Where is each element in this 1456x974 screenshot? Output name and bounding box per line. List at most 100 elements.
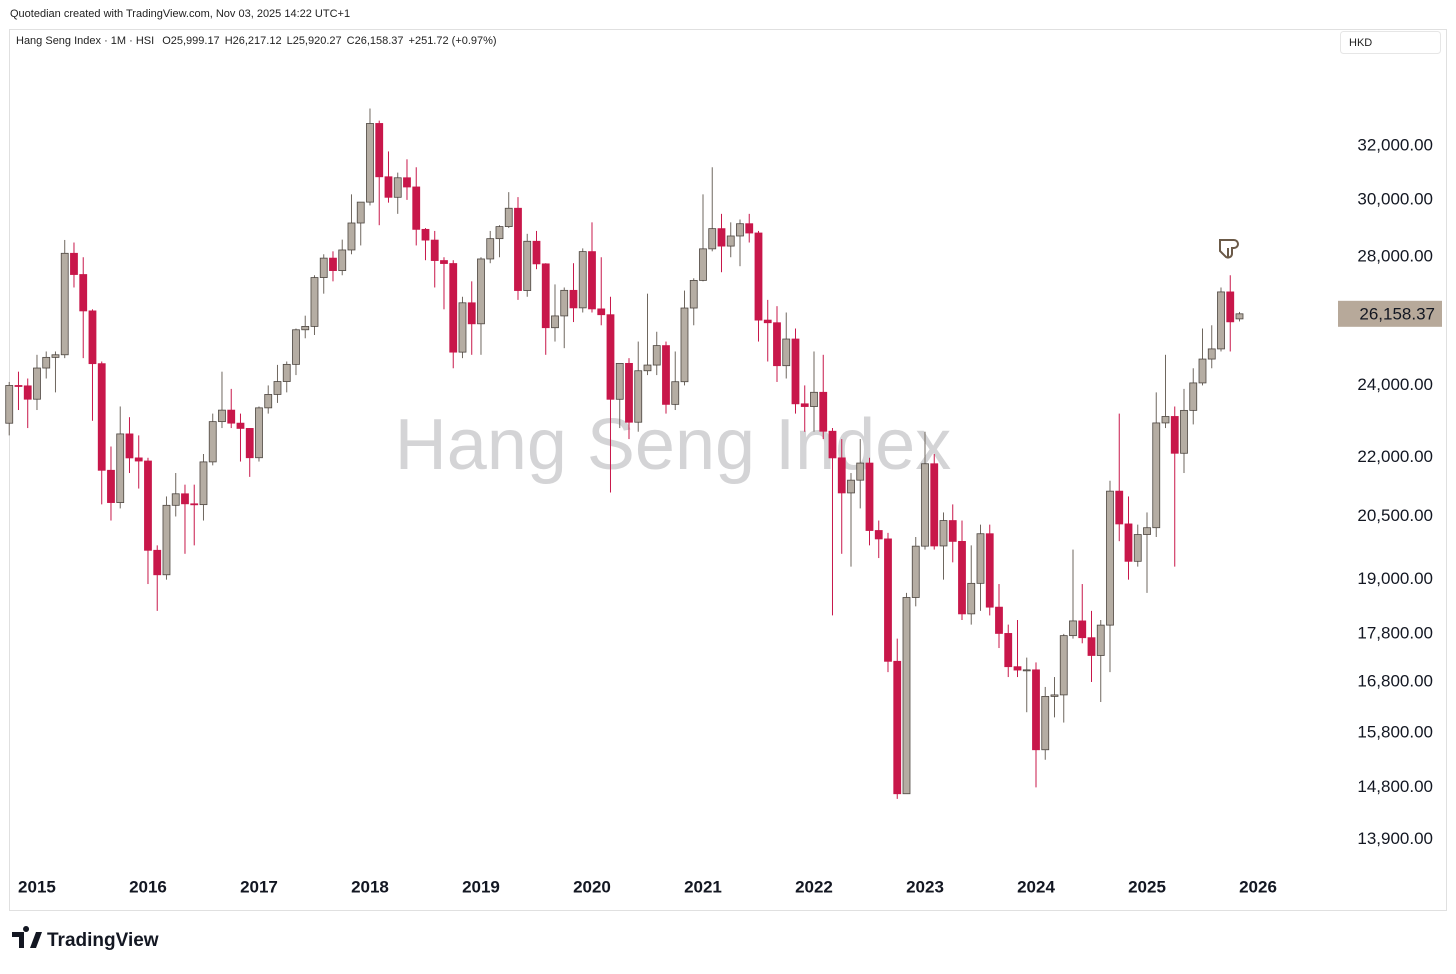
y-tick-label: 13,900.00 (1357, 829, 1433, 848)
ohlc-value: +251.72 (+0.97%) (409, 35, 497, 47)
candle-body (70, 252, 78, 275)
candle-body (588, 251, 596, 310)
candle-body (671, 381, 680, 405)
candle-body (403, 177, 411, 188)
candle-body (181, 493, 189, 505)
candle-body (560, 289, 569, 317)
y-tick-label: 24,000.00 (1357, 375, 1433, 394)
candle-body (597, 308, 606, 316)
candle-body (643, 364, 652, 372)
candle-body (134, 457, 143, 462)
last-price-box (1338, 300, 1442, 327)
candle-body (430, 239, 439, 261)
candle-body (116, 433, 125, 503)
candle-body (292, 329, 300, 365)
candle-body (893, 660, 902, 795)
candle-body (902, 597, 911, 795)
plot: 32,000.00 30,000.00 28,000.00 24,000.00 22,0… (5, 108, 1442, 896)
candle-body (514, 207, 522, 291)
candle-body (726, 235, 735, 247)
candle-body (911, 545, 920, 598)
candle-body (42, 356, 51, 369)
ohlc-value: H26,217.12 (225, 35, 282, 47)
candle-body (976, 533, 985, 584)
candle-body (865, 462, 874, 531)
candle-body (255, 407, 263, 459)
y-tick-label: 19,000.00 (1357, 569, 1433, 588)
candle-body (1115, 490, 1124, 525)
candle-body (1032, 669, 1040, 751)
candle-body (5, 385, 14, 424)
logo-mark (12, 926, 42, 948)
x-tick-label: 2016 (129, 877, 167, 896)
candle-body (884, 538, 892, 662)
candle-body (375, 123, 384, 178)
instrument: Hang Seng Index · 1M · HSI (16, 35, 154, 47)
candle-body (264, 394, 273, 409)
candle-body (107, 469, 115, 503)
candle-body (847, 479, 855, 494)
candle-body (523, 240, 532, 291)
candle-body (828, 430, 837, 459)
candle-body (532, 240, 541, 265)
candle-body (467, 302, 476, 325)
candle-body (282, 363, 291, 382)
candle-body (606, 314, 615, 400)
candle-body (810, 391, 818, 407)
candle-body (1078, 620, 1087, 639)
candle-body (1087, 637, 1096, 656)
candle-body (689, 279, 698, 309)
candle-body (486, 238, 495, 260)
x-tick-label: 2019 (462, 877, 500, 896)
candle-body (615, 362, 624, 400)
pointer-icon (1219, 239, 1239, 259)
y-tick-label: 17,800.00 (1357, 623, 1433, 642)
candle-body (1152, 422, 1161, 529)
x-tick-label: 2021 (684, 877, 722, 896)
candle-body (1013, 666, 1022, 671)
candle-body (477, 258, 485, 325)
chart-frame (9, 29, 1447, 911)
candle-body (1198, 358, 1207, 384)
candle-body (449, 263, 458, 353)
candle-body (717, 228, 726, 247)
candle-body (310, 277, 319, 327)
candle-body (578, 251, 587, 309)
candle-body (33, 367, 41, 400)
candle-body (1143, 527, 1151, 535)
candle-body (440, 260, 448, 264)
y-tick-label: 30,000.00 (1357, 189, 1433, 208)
candle-body (1180, 409, 1188, 454)
candle-body (1041, 696, 1050, 751)
candle-body (190, 503, 199, 506)
candle-body (1069, 620, 1077, 637)
candle-body (1059, 635, 1068, 696)
candle-body (1133, 534, 1142, 562)
candle-body (227, 409, 236, 424)
candle-body (699, 248, 707, 281)
x-tick-label: 2015 (18, 877, 56, 896)
candle-body (208, 421, 217, 463)
candle-body (79, 274, 88, 312)
candle-body (1004, 633, 1013, 668)
candle-body (199, 461, 208, 506)
ohlc-value: O25,999.17 (162, 35, 220, 47)
candle-body (625, 362, 633, 423)
candle-body (995, 606, 1003, 634)
candle-body (60, 252, 69, 356)
candle-body (782, 338, 791, 367)
candle-body (301, 326, 310, 331)
logo-text: TradingView (47, 930, 159, 951)
currency[interactable]: HKD (1349, 37, 1372, 49)
candle-body (218, 409, 226, 423)
candle-body (791, 338, 800, 405)
candle-body (773, 322, 781, 367)
candle-body (939, 520, 948, 547)
candle-body (366, 123, 374, 203)
candle-body (967, 582, 976, 615)
currency-box[interactable] (1340, 31, 1441, 54)
x-tick-label: 2024 (1017, 877, 1055, 896)
candle-body (930, 463, 939, 547)
candle-body (1217, 291, 1225, 350)
